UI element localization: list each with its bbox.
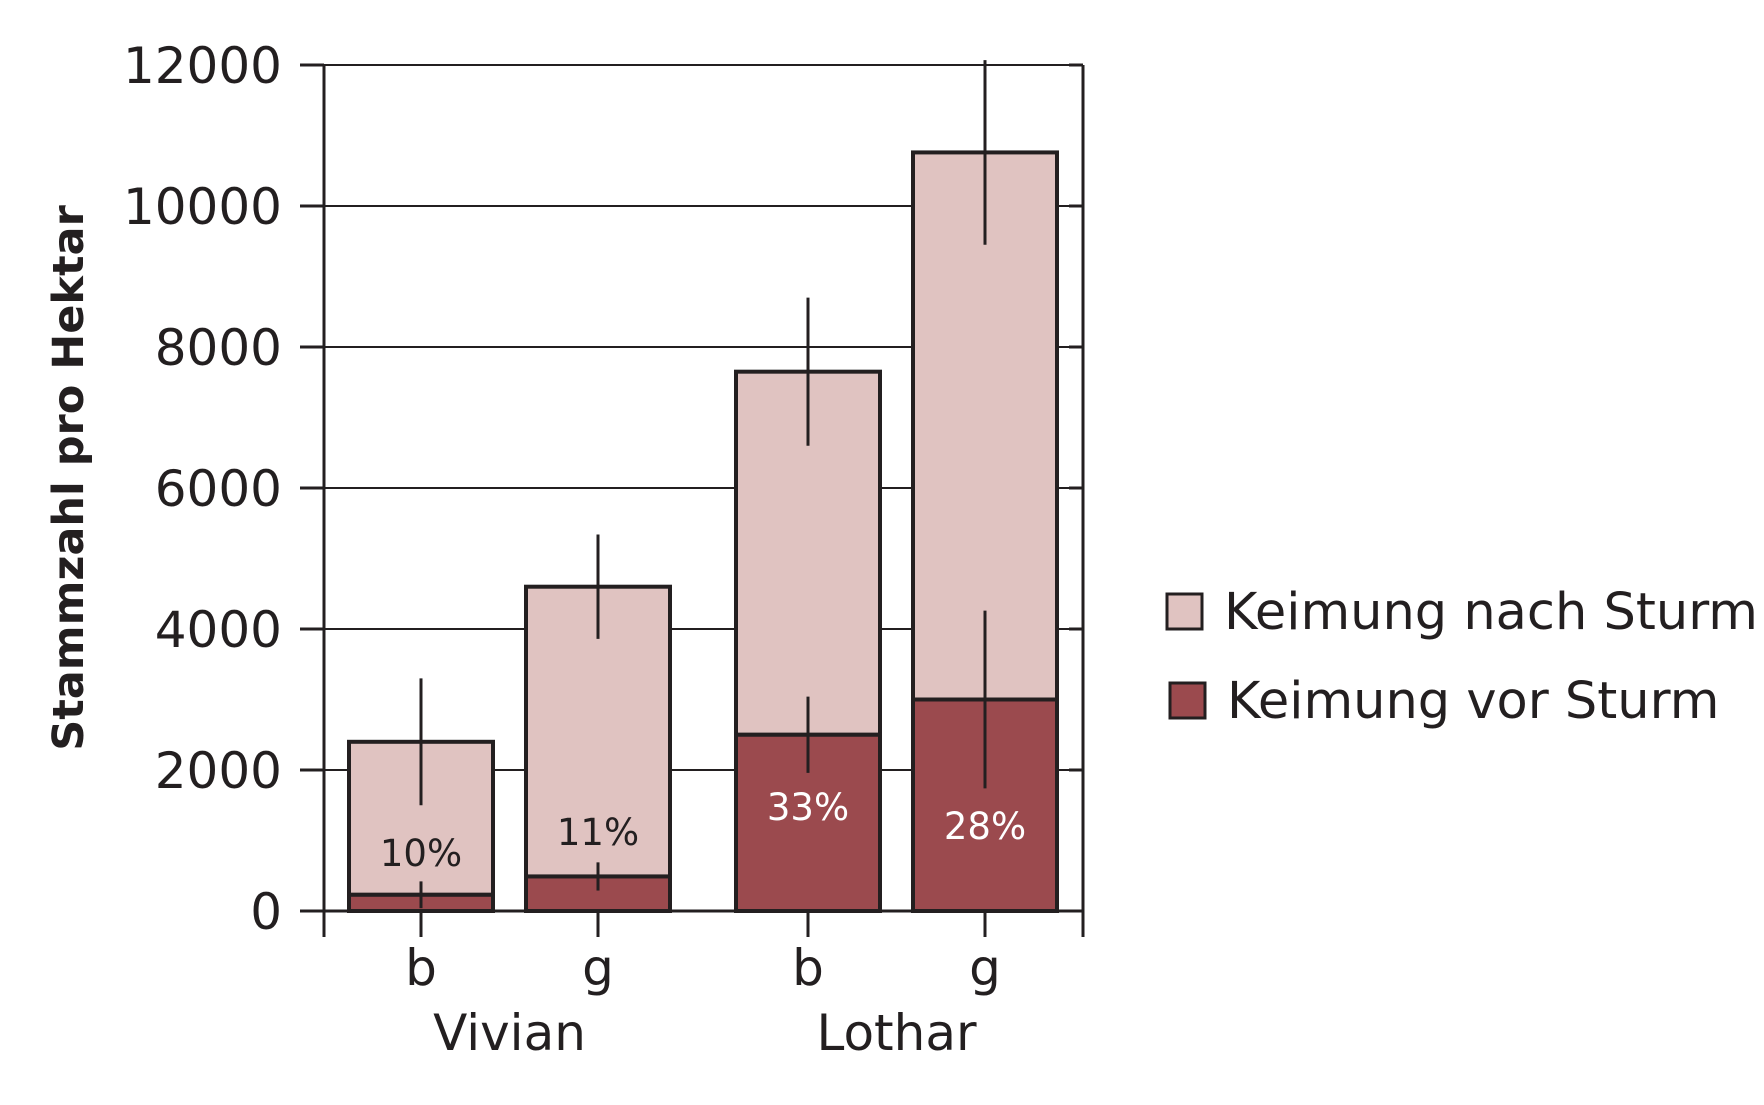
y-tick-label: 10000 (123, 178, 282, 236)
y-tick-label: 2000 (155, 742, 282, 800)
labels: 0 2000 4000 6000 8000 10000 12000 10% 11% 33% 28% b… (123, 37, 1026, 1062)
x-category-label: g (969, 939, 1001, 997)
bar-percent-label: 28% (944, 805, 1026, 848)
bars (347, 60, 1059, 914)
legend-label-keimung-nach-sturm: Keimung nach Sturm (1224, 583, 1758, 642)
y-tick-label: 8000 (155, 319, 282, 377)
x-category-label: g (582, 939, 614, 997)
legend-swatch-keimung-vor-sturm (1168, 681, 1207, 720)
y-tick-label: 4000 (155, 601, 282, 659)
bar-percent-label: 10% (380, 832, 462, 875)
legend-label-keimung-vor-sturm: Keimung vor Sturm (1227, 672, 1719, 731)
x-category-label: b (405, 939, 437, 997)
bar-percent-label: 33% (767, 786, 849, 829)
x-group-label: Vivian (433, 1004, 586, 1062)
y-tick-label: 6000 (155, 460, 282, 518)
y-tick-label: 12000 (123, 37, 282, 95)
bar-percent-label: 11% (557, 811, 639, 854)
legend: Keimung nach Sturm Keimung vor Sturm (1165, 583, 1758, 731)
x-group-label: Lothar (816, 1004, 977, 1062)
legend-swatch-keimung-nach-sturm (1165, 592, 1204, 631)
axes (300, 63, 1085, 937)
y-axis-title: Stammzahl pro Hektar (44, 204, 94, 750)
x-category-label: b (792, 939, 824, 997)
y-tick-label: 0 (250, 883, 282, 941)
